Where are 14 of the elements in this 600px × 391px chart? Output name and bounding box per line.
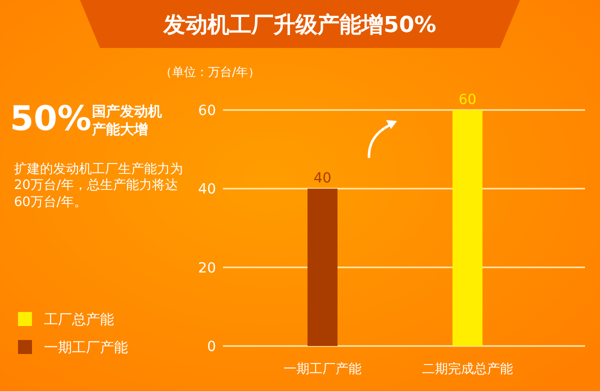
text: 50% <box>10 98 92 140</box>
text: 国产发动机产能大增 <box>92 104 163 139</box>
y-tick-label: 20 <box>198 260 216 276</box>
legend-label: 一期工厂产能 <box>44 340 128 356</box>
y-tick-label: 60 <box>198 103 216 119</box>
chart-subtitle: （单位：万台/年） <box>160 65 260 79</box>
chart-title: 发动机工厂升级产能增50% <box>162 12 436 38</box>
legend-label: 工厂总产能 <box>44 312 114 328</box>
y-tick-label: 0 <box>207 339 216 355</box>
data-label: 40 <box>314 170 332 187</box>
y-tick-label: 40 <box>198 182 216 198</box>
data-label: 60 <box>458 92 476 108</box>
text: 扩建的发动机工厂生产能力为20万台/年，总生产能力将达60万台/年。 <box>14 162 184 211</box>
x-tick-label: 二期完成总产能 <box>422 361 513 377</box>
